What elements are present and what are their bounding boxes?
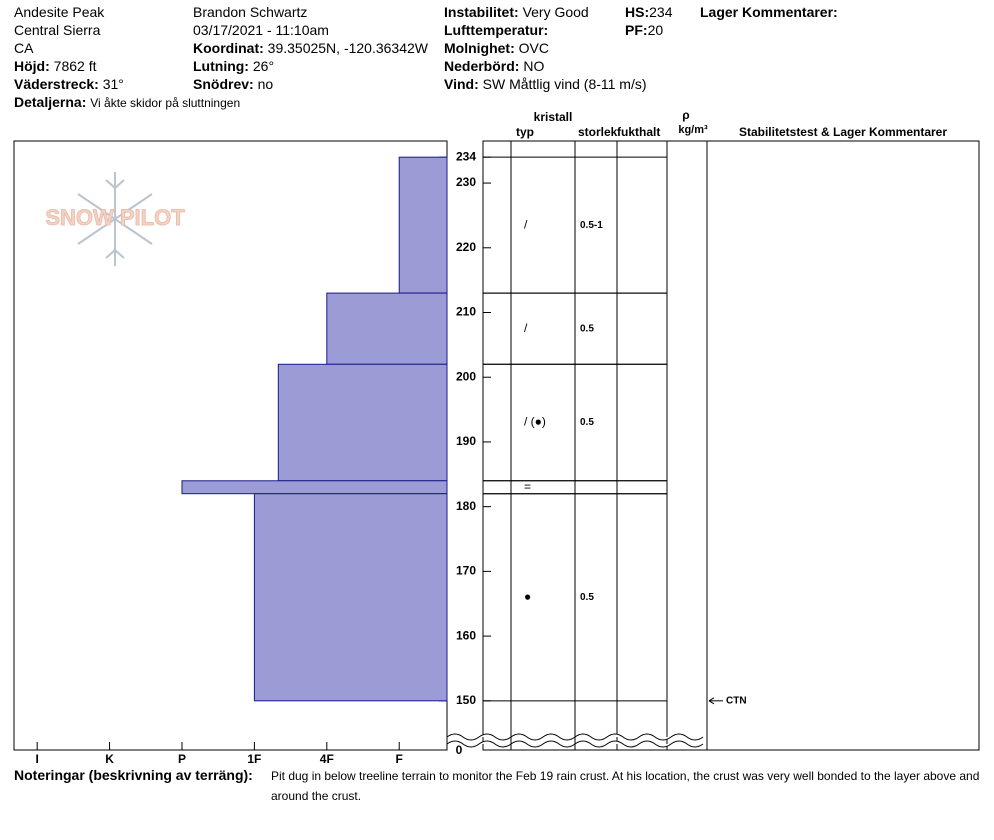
grain-type: = — [524, 479, 531, 493]
y-tick-label: 170 — [456, 564, 476, 578]
x-tick-label: 1F — [247, 752, 261, 765]
table-frame — [482, 140, 980, 751]
col-crystal: kristall — [534, 110, 573, 124]
y-tick-label: 220 — [456, 240, 476, 254]
column-lines — [510, 141, 708, 750]
label: Höjd: — [14, 58, 50, 74]
instability: Instabilitet: Very Good — [444, 3, 589, 21]
wind: Vind: SW Måttlig vind (8-11 m/s) — [444, 75, 647, 93]
layer-comments: Lager Kommentarer: — [700, 4, 838, 20]
grain-type: / — [524, 217, 528, 231]
y-tick-label: 190 — [456, 434, 476, 448]
hardness-bar — [277, 363, 448, 482]
chart: SNOW PILOT kristall typ storlek fukthalt… — [13, 108, 980, 765]
grain-size: 0.5 — [580, 417, 594, 428]
x-tick-label: P — [178, 752, 186, 765]
label: Koordinat: — [193, 40, 264, 56]
y-tick-label: 210 — [456, 305, 476, 319]
label: Lutning: — [193, 58, 249, 74]
grain-type: ● — [524, 589, 531, 603]
grain-size: 0.5-1 — [580, 220, 603, 231]
label: Noteringar (beskrivning av terräng): — [14, 767, 253, 783]
hardness-bar — [181, 480, 448, 495]
test-result: CTN — [726, 695, 747, 706]
y-tick-label: 234 — [456, 149, 476, 163]
col-moisture: fukthalt — [617, 125, 660, 139]
value: 20 — [647, 22, 664, 38]
grain-type: / — [524, 321, 528, 335]
observer: Brandon Schwartz — [193, 4, 308, 20]
x-tick-label: K — [105, 752, 114, 765]
col-density-unit: kg/m³ — [678, 124, 708, 136]
value: no — [257, 76, 274, 92]
value: 26° — [252, 58, 275, 74]
col-comments: Stabilitetstest & Lager Kommentarer — [739, 125, 947, 139]
value: 234 — [649, 4, 673, 20]
value: 39.35025N, -120.36342W — [267, 40, 428, 56]
logo — [77, 172, 153, 266]
air-temp: Lufttemperatur: — [444, 21, 548, 39]
grain-size: 0.5 — [580, 323, 594, 334]
notes-text: Pit dug in below treeline terrain to mon… — [271, 769, 980, 803]
x-tick-label: 4F — [320, 752, 334, 765]
x-tick-label: I — [35, 752, 38, 765]
notes-label: Noteringar (beskrivning av terräng): — [14, 766, 253, 784]
label: Nederbörd: — [444, 58, 520, 74]
label: Lufttemperatur: — [444, 22, 549, 38]
y-tick-label: 160 — [456, 628, 476, 642]
label: HS: — [625, 4, 650, 20]
precip: Nederbörd: NO — [444, 57, 544, 75]
value: OVC — [518, 40, 549, 56]
test-arrowhead — [708, 697, 715, 705]
state: CA — [14, 40, 34, 56]
grain-type: / (●) — [524, 415, 546, 429]
label: Väderstreck: — [14, 76, 99, 92]
value: SW Måttlig vind (8-11 m/s) — [482, 76, 647, 92]
label: Detaljerna: — [14, 94, 87, 110]
hs: HS:234 — [625, 3, 672, 21]
value: 7862 ft — [53, 58, 97, 74]
value: 31° — [102, 76, 124, 92]
datetime: 03/17/2021 - 11:10am — [193, 22, 329, 38]
wind-loading: Snödrev: no — [193, 75, 273, 93]
aspect: Väderstreck: 31° — [14, 75, 124, 93]
col-type: typ — [516, 125, 534, 139]
label: Vind: — [444, 76, 479, 92]
pf: PF:20 — [625, 21, 663, 39]
label: PF: — [625, 22, 648, 38]
hardness-bar — [398, 156, 448, 294]
y-tick-label: 150 — [456, 693, 476, 707]
range: Central Sierra — [14, 22, 101, 38]
x-tick-label: F — [396, 752, 403, 765]
axis-break — [446, 733, 704, 748]
sky: Molnighet: OVC — [444, 39, 549, 57]
y-tick-label: 230 — [456, 175, 476, 189]
location: Andesite Peak — [14, 4, 105, 20]
logo-text: SNOW PILOT — [45, 205, 185, 230]
grain-size: 0.5 — [580, 592, 594, 603]
y-tick-label: 180 — [456, 499, 476, 513]
label: Instabilitet: — [444, 4, 519, 20]
value: NO — [523, 58, 545, 74]
col-size: storlek — [578, 125, 618, 139]
value: Vi åkte skidor på sluttningen — [90, 96, 241, 110]
details: Detaljerna: Vi åkte skidor på sluttninge… — [14, 93, 240, 112]
elevation: Höjd: 7862 ft — [14, 57, 96, 75]
coordinates: Koordinat: 39.35025N, -120.36342W — [193, 39, 428, 57]
hardness-bar — [253, 493, 448, 702]
slope: Lutning: 26° — [193, 57, 274, 75]
hardness-bar — [326, 292, 448, 365]
y-tick-label: 200 — [456, 369, 476, 383]
label: Snödrev: — [193, 76, 254, 92]
value: Very Good — [522, 4, 589, 20]
label: Molnighet: — [444, 40, 515, 56]
break-label: 0 — [456, 743, 463, 757]
col-density: ρ — [682, 108, 689, 122]
